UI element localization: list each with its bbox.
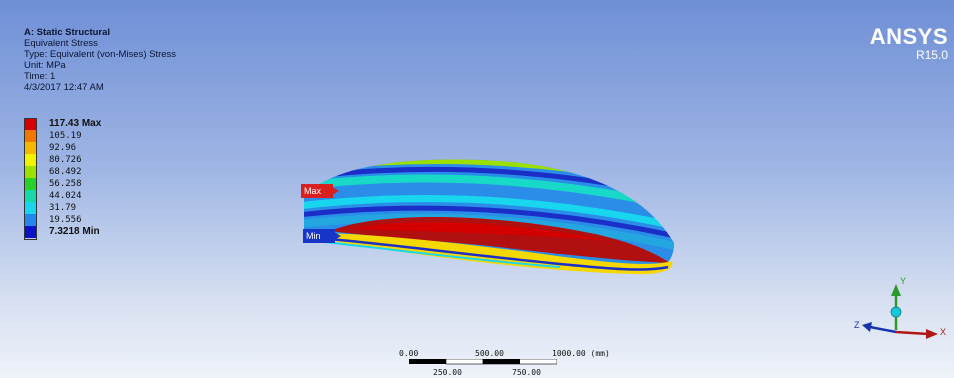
legend-color-swatch xyxy=(24,214,37,226)
legend-value: 56.258 xyxy=(49,179,82,189)
result-time: Time: 1 xyxy=(24,71,56,82)
result-unit: Unit: MPa xyxy=(24,60,66,71)
coordinate-triad[interactable]: Y X Z xyxy=(848,272,948,352)
legend-value: 117.43 Max xyxy=(49,118,102,129)
brand-name: ANSYS xyxy=(869,24,948,49)
scale-bar xyxy=(409,359,557,365)
max-probe-label[interactable]: Max xyxy=(301,184,333,198)
legend-color-swatch xyxy=(24,190,37,202)
legend-value: 19.556 xyxy=(49,215,82,225)
triad-y-label: Y xyxy=(900,276,906,286)
legend-color-swatch xyxy=(24,178,37,190)
scale-label-0: 0.00 xyxy=(399,349,419,358)
scale-label-1000: 1000.00 (mm) xyxy=(552,349,610,358)
scale-label-250: 250.00 xyxy=(433,368,462,377)
min-probe-pointer xyxy=(329,229,341,243)
stress-contour-model[interactable] xyxy=(290,145,680,295)
legend-color-swatch xyxy=(24,166,37,178)
max-probe-pointer xyxy=(327,184,339,198)
ansys-logo: ANSYS R15.0 xyxy=(869,24,948,62)
rim-band-blue xyxy=(317,236,669,271)
result-type: Type: Equivalent (von-Mises) Stress xyxy=(24,49,177,60)
legend-color-swatch xyxy=(24,130,37,142)
triad-x-label: X xyxy=(940,327,946,337)
min-probe-text: Min xyxy=(306,231,321,241)
max-probe-text: Max xyxy=(304,186,322,196)
scale-label-500: 500.00 xyxy=(475,349,504,358)
legend-color-swatch xyxy=(24,154,37,166)
legend-value: 80.726 xyxy=(49,155,82,165)
legend-value: 31.79 xyxy=(49,203,77,213)
legend-value: 92.96 xyxy=(49,143,77,153)
rim-band-cyan xyxy=(323,241,561,268)
legend-value: 68.492 xyxy=(49,167,82,177)
rim-edge xyxy=(312,233,673,275)
min-probe-label[interactable]: Min xyxy=(303,229,335,243)
scale-label-750: 750.00 xyxy=(512,368,541,377)
result-date: 4/3/2017 12:47 AM xyxy=(24,82,104,93)
result-name: Equivalent Stress xyxy=(24,38,98,49)
legend-color-swatch xyxy=(24,226,37,238)
result-details: A: Static Structural Equivalent Stress T… xyxy=(24,27,176,93)
triad-origin-sphere xyxy=(890,306,902,318)
release-version: R15.0 xyxy=(915,48,948,62)
legend-color-swatch xyxy=(24,202,37,214)
max-stress-region xyxy=(350,222,610,241)
legend-value: 7.3218 Min xyxy=(49,226,100,237)
analysis-title: A: Static Structural xyxy=(24,27,111,38)
legend-color-swatch xyxy=(24,142,37,154)
triad-z-label: Z xyxy=(854,320,860,330)
legend-value: 105.19 xyxy=(49,131,82,141)
legend-value: 44.024 xyxy=(49,191,82,201)
legend-color-swatch xyxy=(24,118,37,130)
scale-ruler: 0.00 500.00 1000.00 (mm) 250.00 750.00 xyxy=(395,348,625,378)
